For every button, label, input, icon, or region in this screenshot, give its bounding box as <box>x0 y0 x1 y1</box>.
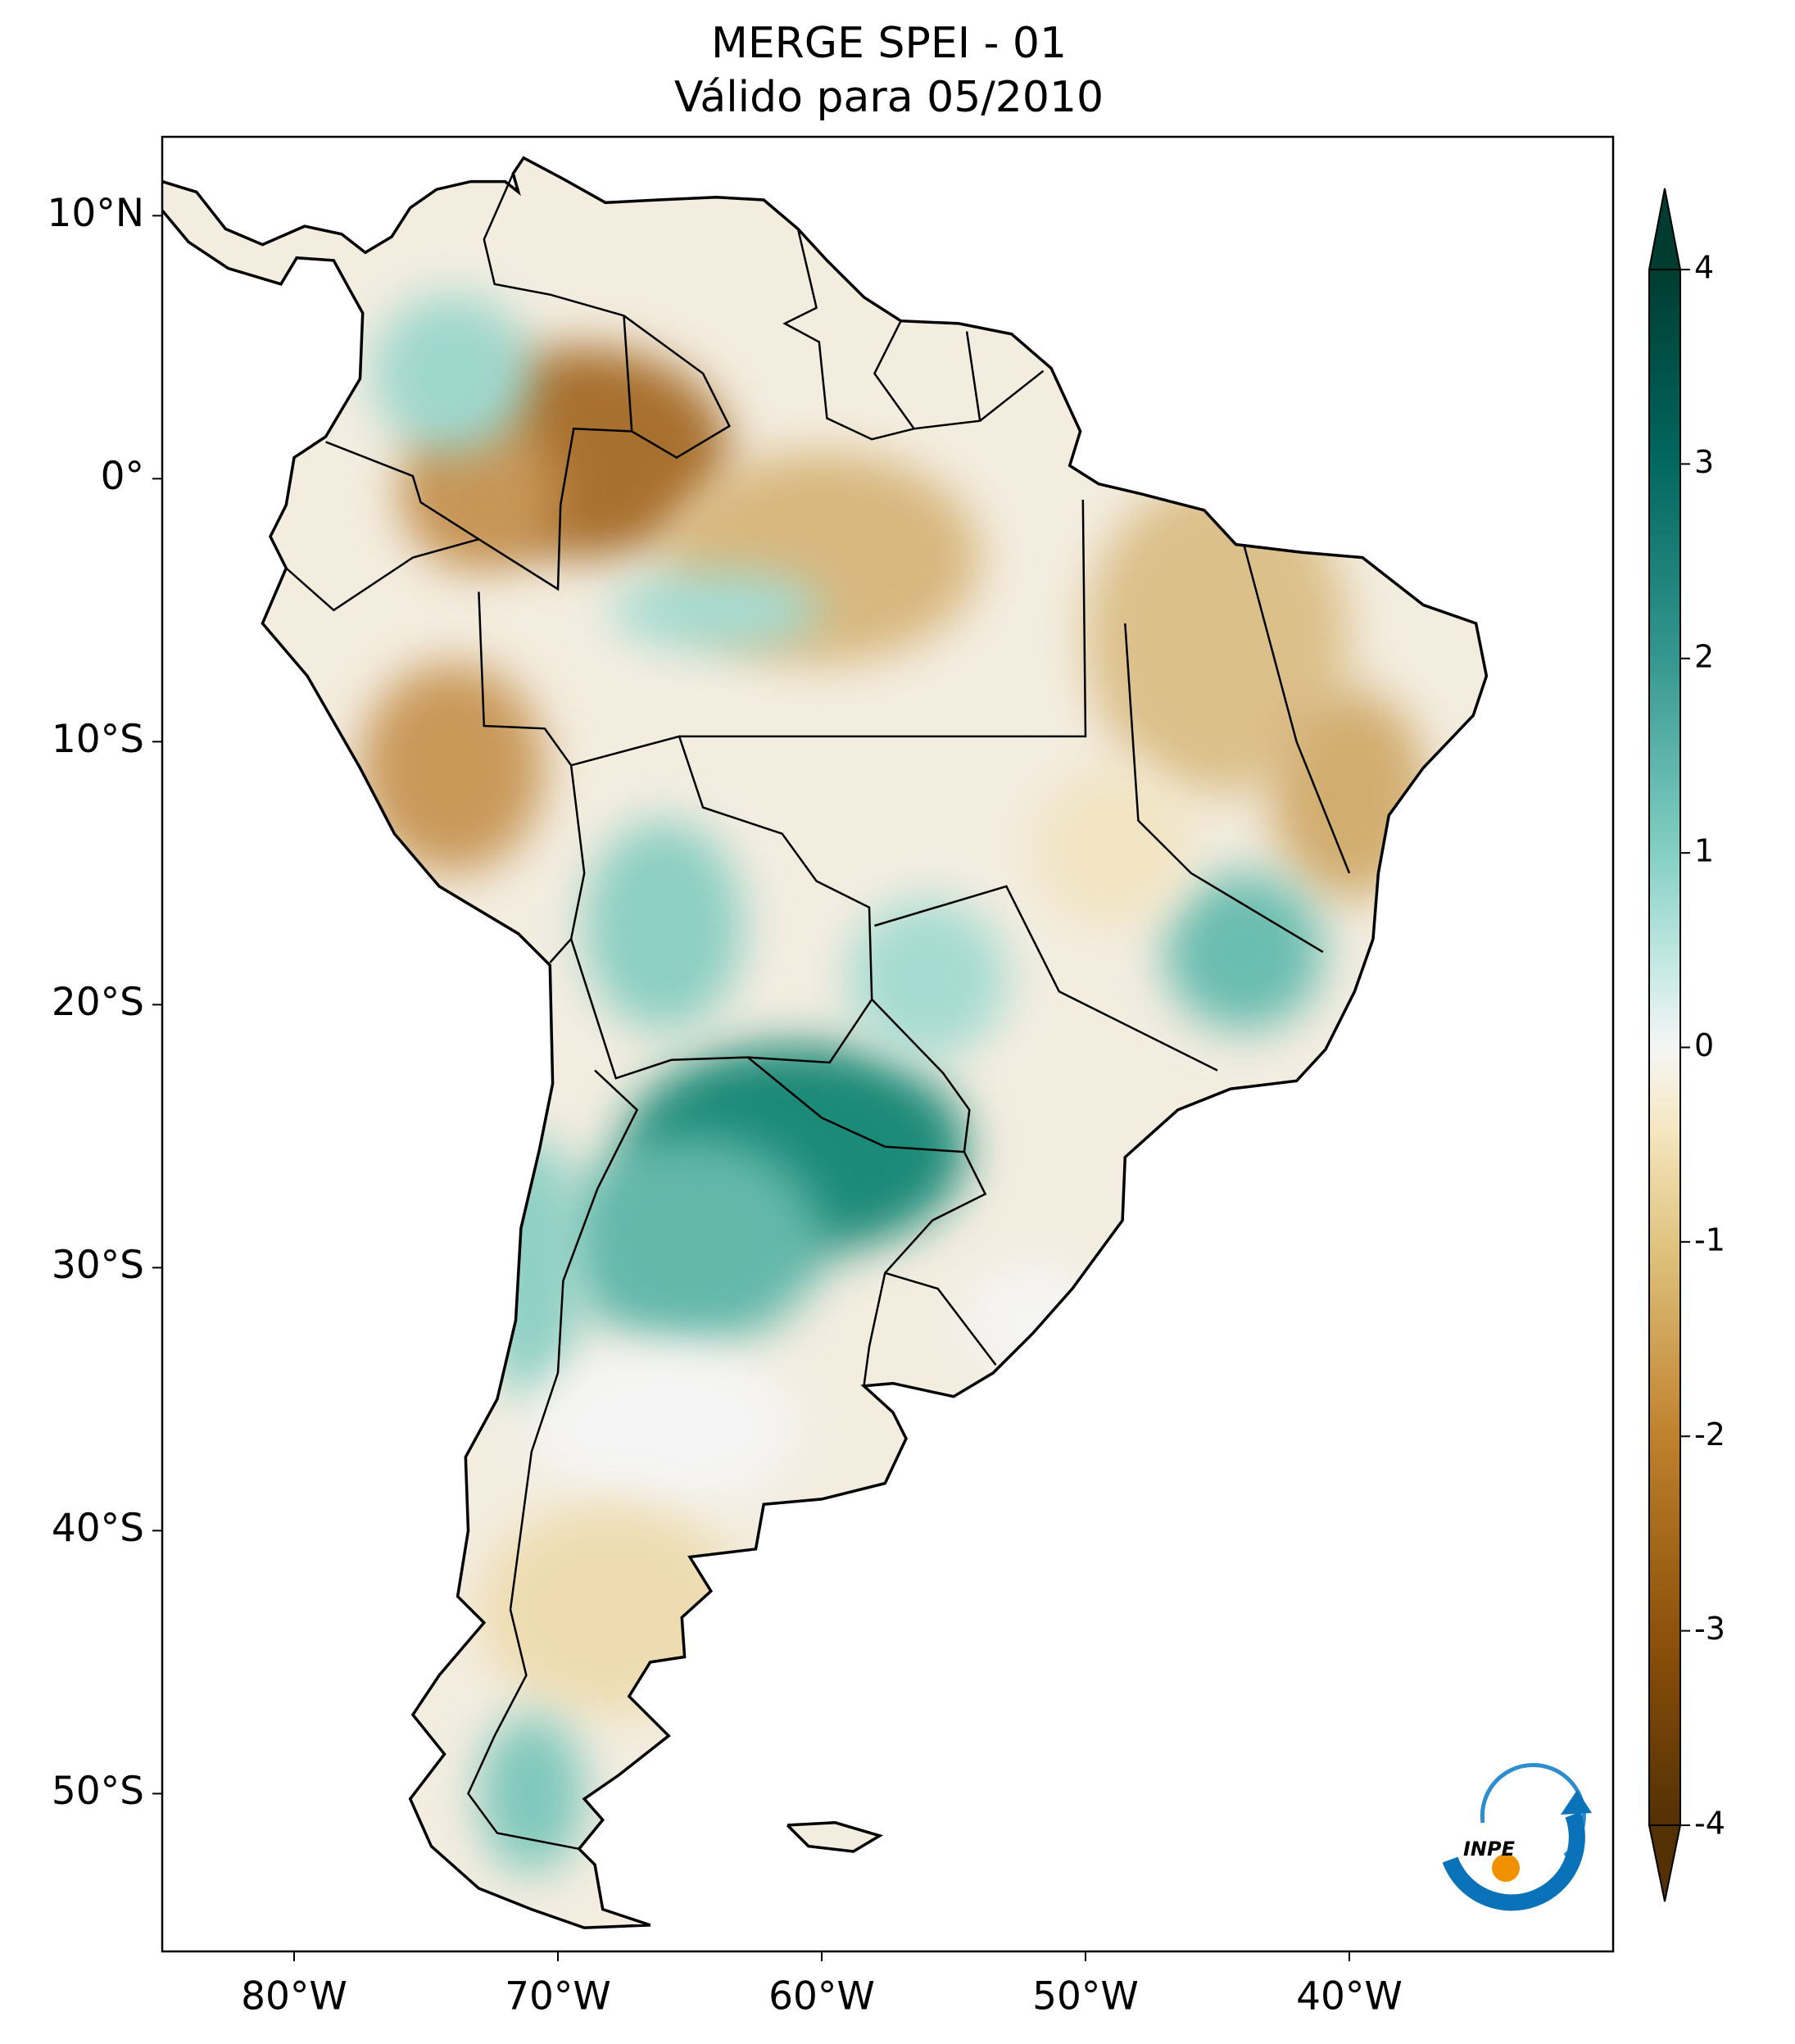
field-blob <box>1086 478 1349 795</box>
y-tick-label: 40°S <box>52 1506 144 1551</box>
colorbar-tick-label: 0 <box>1694 1027 1714 1063</box>
y-tick-label: 10°N <box>48 191 144 236</box>
field-blob <box>360 663 545 873</box>
logo: INPE <box>1442 1763 1592 1911</box>
border-line <box>782 229 1045 441</box>
border-line <box>679 499 1087 738</box>
border-line <box>965 331 981 421</box>
x-tick-label: 70°W <box>505 1974 611 2019</box>
y-tick-label: 20°S <box>52 980 144 1025</box>
colorbar-tick-label: 4 <box>1694 250 1714 286</box>
field-blob <box>478 1715 585 1873</box>
border-line <box>569 735 873 1080</box>
spei-field <box>162 157 1487 1928</box>
field-blob <box>478 1504 743 1715</box>
field-blob <box>1164 872 1323 1031</box>
colorbar-tick-label: -3 <box>1694 1611 1725 1647</box>
x-tick-label: 80°W <box>241 1974 347 2019</box>
border-line <box>1124 623 1324 954</box>
border-line <box>863 1151 987 1386</box>
border-line <box>325 173 633 591</box>
field-blob <box>610 570 822 650</box>
y-tick-label: 30°S <box>52 1243 144 1288</box>
colorbar-tick-label: 2 <box>1694 638 1714 674</box>
colorbar-tick-label: 3 <box>1694 444 1714 480</box>
field-blob <box>558 1135 822 1347</box>
borders <box>285 173 1351 1851</box>
x-tick-label: 40°W <box>1296 1974 1403 2019</box>
border-line <box>623 315 731 460</box>
field-blob <box>531 1346 796 1505</box>
coastline <box>161 156 1489 1929</box>
colorbar <box>1648 188 1682 1902</box>
border-line <box>285 537 479 612</box>
field-blob <box>967 1267 1099 1373</box>
border-line <box>873 320 915 430</box>
colorbar-tick-label: -2 <box>1694 1416 1725 1453</box>
field-blob <box>373 294 532 453</box>
colorbar-tick-label: -1 <box>1694 1221 1725 1258</box>
y-tick-label: 50°S <box>52 1769 144 1814</box>
colorbar-tick-label: 1 <box>1694 833 1714 869</box>
colorbar-extend-max <box>1648 188 1682 270</box>
border-line <box>884 1271 997 1366</box>
border-line <box>467 1069 639 1851</box>
logo-text: INPE <box>1463 1838 1516 1860</box>
x-tick-label: 60°W <box>768 1974 875 2019</box>
field-blob <box>399 413 558 571</box>
y-tick-label: 10°S <box>52 717 144 762</box>
y-tick-label: 0° <box>101 454 144 499</box>
border-line <box>1242 544 1351 874</box>
title: MERGE SPEI - 01 <box>711 19 1067 68</box>
field-blob <box>584 820 743 1031</box>
field-blob <box>1032 768 1191 927</box>
colorbar-tick-label: -4 <box>1694 1806 1725 1842</box>
border-line <box>874 885 1218 1072</box>
map-frame <box>161 135 1615 1953</box>
colorbar-body <box>1648 269 1681 1826</box>
field-blob <box>848 899 1007 1058</box>
subtitle: Válido para 05/2010 <box>674 73 1104 122</box>
x-tick-label: 50°W <box>1032 1974 1139 2019</box>
colorbar-extend-min <box>1648 1824 1682 1902</box>
